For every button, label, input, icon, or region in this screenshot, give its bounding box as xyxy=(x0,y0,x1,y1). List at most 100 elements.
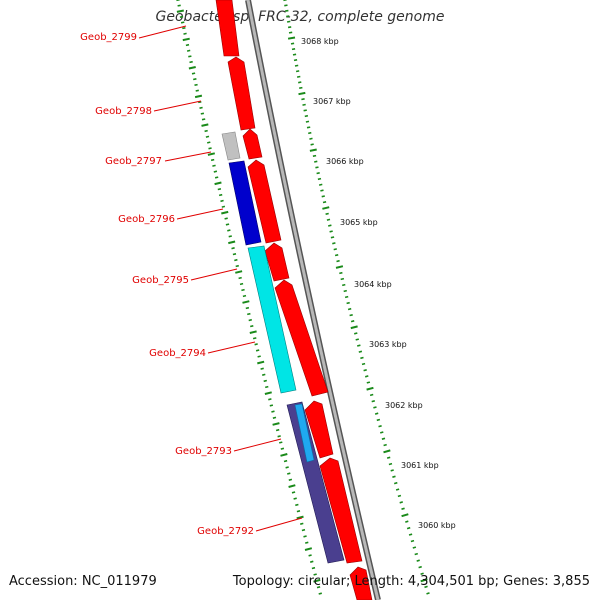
major-tick xyxy=(221,210,229,215)
cyan-feature[interactable] xyxy=(247,245,297,394)
minor-tick xyxy=(306,126,311,129)
gene-arrow-geob-2794[interactable] xyxy=(274,279,329,397)
leader-geob-2795 xyxy=(190,268,238,281)
minor-tick xyxy=(221,205,226,208)
gene-arrow-geob-2792[interactable] xyxy=(319,457,363,564)
minor-tick xyxy=(182,27,186,30)
minor-tick xyxy=(286,15,290,18)
navy-feature[interactable] xyxy=(286,401,345,564)
minor-tick xyxy=(343,289,347,293)
minor-tick xyxy=(180,21,185,24)
minor-tick xyxy=(309,137,313,140)
minor-tick xyxy=(283,459,288,463)
minor-tick xyxy=(316,172,320,175)
minor-tick xyxy=(399,501,404,504)
grey-feature[interactable] xyxy=(221,131,241,161)
minor-tick xyxy=(248,318,252,322)
minor-tick xyxy=(292,53,297,56)
minor-tick xyxy=(376,418,381,422)
minor-tick xyxy=(358,350,363,353)
gene-label[interactable]: Geob_2792 xyxy=(197,526,254,537)
major-tick xyxy=(228,240,236,245)
major-tick xyxy=(287,36,296,40)
minor-tick xyxy=(291,491,296,494)
minor-tick xyxy=(366,381,371,384)
gene-arrow-geob-2796[interactable] xyxy=(247,159,282,244)
minor-tick xyxy=(293,497,297,500)
gene-arrow-geob-2797[interactable] xyxy=(242,128,263,160)
minor-tick xyxy=(177,4,181,7)
minor-tick xyxy=(234,258,238,262)
gene-label[interactable]: Geob_2796 xyxy=(118,214,175,225)
minor-tick xyxy=(313,573,317,576)
major-tick xyxy=(304,547,313,551)
minor-tick xyxy=(213,170,218,173)
skyblue-feature[interactable] xyxy=(294,403,315,463)
minor-tick xyxy=(406,526,411,530)
major-tick xyxy=(401,513,409,518)
gene-arrow-geob-2799[interactable] xyxy=(215,0,240,57)
minor-tick xyxy=(185,43,190,47)
minor-tick xyxy=(194,83,198,86)
gene-arrow-geob-2793[interactable] xyxy=(304,400,334,459)
minor-tick xyxy=(179,15,184,18)
minor-tick xyxy=(200,112,205,115)
minor-tick xyxy=(330,236,335,239)
minor-tick xyxy=(355,338,359,341)
minor-tick xyxy=(390,469,394,472)
minor-tick xyxy=(392,475,396,478)
major-tick xyxy=(272,422,280,426)
minor-tick xyxy=(395,488,400,491)
blue-feature[interactable] xyxy=(228,160,262,246)
minor-tick xyxy=(378,425,382,428)
minor-tick xyxy=(285,466,289,469)
gene-label[interactable]: Geob_2794 xyxy=(149,348,206,359)
gene-arrow-geob-2795[interactable] xyxy=(264,242,290,282)
minor-tick xyxy=(231,247,235,250)
gene-arrow-geob-2798[interactable] xyxy=(227,56,256,131)
minor-tick xyxy=(280,447,285,450)
major-tick xyxy=(201,123,209,127)
minor-tick xyxy=(333,248,337,251)
minor-tick xyxy=(360,356,364,360)
minor-tick xyxy=(275,428,280,432)
minor-tick xyxy=(269,404,274,407)
minor-tick xyxy=(329,230,333,233)
kbp-label: 3061 kbp xyxy=(401,461,439,470)
kbp-label: 3060 kbp xyxy=(418,521,456,530)
gene-label[interactable]: Geob_2793 xyxy=(175,446,232,457)
kbp-label: 3068 kbp xyxy=(301,37,339,46)
minor-tick xyxy=(201,118,206,121)
minor-tick xyxy=(328,224,332,227)
gene-label[interactable]: Geob_2799 xyxy=(80,32,137,43)
minor-tick xyxy=(318,183,323,186)
minor-tick xyxy=(257,355,261,358)
gene-arrow-next[interactable] xyxy=(349,566,373,600)
gene-label-leaders xyxy=(138,25,303,532)
minor-tick xyxy=(342,283,346,287)
minor-tick xyxy=(247,312,251,316)
minor-tick xyxy=(304,114,309,118)
minor-tick xyxy=(374,412,379,415)
kbp-label: 3066 kbp xyxy=(326,157,364,166)
minor-tick xyxy=(334,254,339,257)
minor-tick xyxy=(252,337,257,340)
major-tick xyxy=(194,94,203,99)
minor-tick xyxy=(412,546,417,549)
minor-tick xyxy=(241,288,245,292)
minor-tick xyxy=(379,431,384,434)
gene-label[interactable]: Geob_2797 xyxy=(105,156,162,167)
minor-tick xyxy=(408,533,413,536)
minor-tick xyxy=(207,141,211,144)
minor-tick xyxy=(363,369,367,372)
major-tick xyxy=(257,360,265,365)
gene-label[interactable]: Geob_2795 xyxy=(132,275,189,286)
genome-summary-text: Topology: circular; Length: 4,304,501 bp… xyxy=(232,574,590,589)
minor-tick xyxy=(318,592,322,595)
gene-label[interactable]: Geob_2798 xyxy=(95,106,152,117)
major-tick xyxy=(214,181,222,186)
minor-tick xyxy=(238,276,242,280)
minor-tick xyxy=(284,4,288,7)
major-tick xyxy=(249,330,257,334)
